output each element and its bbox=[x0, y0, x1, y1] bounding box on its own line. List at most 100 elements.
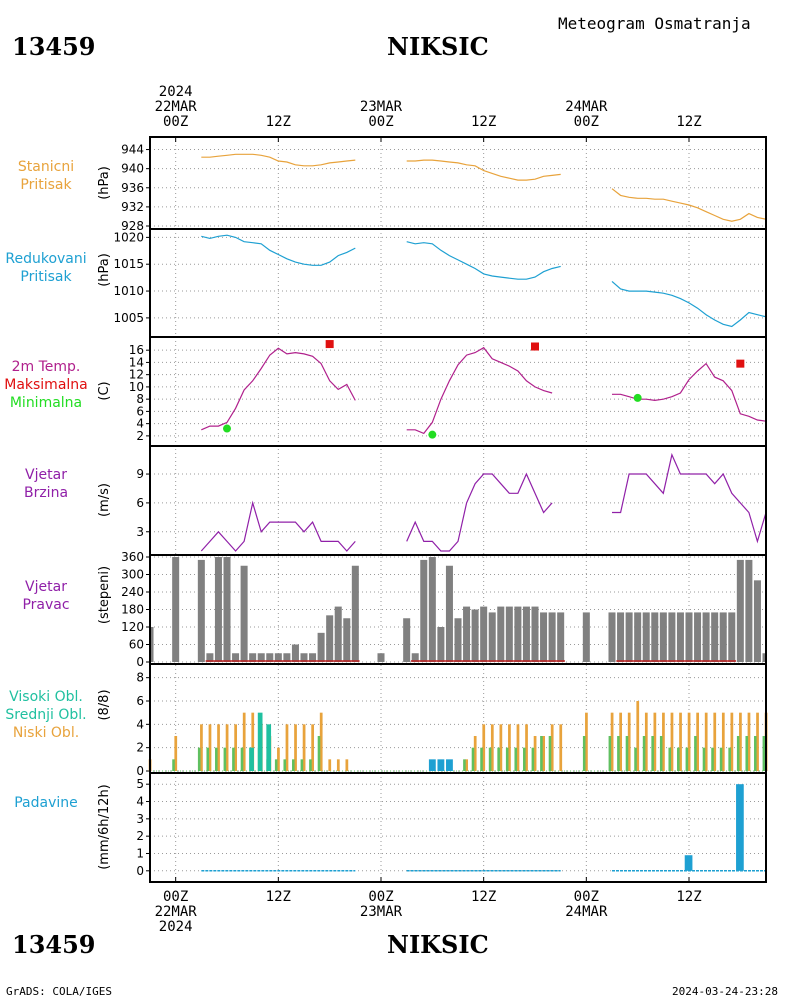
low-cloud-bar bbox=[225, 724, 229, 771]
mid-cloud-bar bbox=[659, 736, 663, 771]
low-cloud-bar bbox=[473, 736, 477, 771]
low-cloud-bar bbox=[713, 712, 717, 771]
bottom-time-label: 00Z 23MAR bbox=[341, 890, 421, 920]
mid-cloud-bar bbox=[736, 736, 740, 771]
low-cloud-bar bbox=[747, 712, 751, 771]
mid-cloud-bar bbox=[634, 747, 637, 771]
mid-cloud-bar bbox=[745, 736, 749, 771]
time-label-line: 12Z bbox=[676, 114, 702, 130]
wind-direction-bar bbox=[317, 632, 325, 662]
mid-cloud-bar bbox=[642, 736, 646, 771]
cloud-label-line: Niski Obl. bbox=[12, 725, 80, 741]
temp-tick-label: 14 bbox=[129, 355, 144, 369]
wind-direction-bar bbox=[343, 618, 351, 662]
mid-cloud-bar bbox=[719, 747, 723, 771]
wind-tick-label: 9 bbox=[136, 467, 144, 481]
low-cloud-bar bbox=[336, 759, 340, 771]
low-cloud-bar bbox=[542, 736, 546, 771]
mid-cloud-bar bbox=[300, 759, 304, 771]
mid-cloud-bar bbox=[206, 747, 210, 771]
mid-cloud-bar bbox=[762, 736, 766, 771]
low-cloud-bar bbox=[653, 712, 657, 771]
pressure-tick-label: 940 bbox=[121, 162, 144, 176]
low-cloud-bar bbox=[499, 724, 503, 771]
pressure-series-3 bbox=[611, 188, 766, 222]
temp-min-marker bbox=[633, 393, 642, 402]
temp-panel-frame bbox=[149, 336, 767, 447]
time-label-line: 24MAR bbox=[565, 904, 608, 920]
wind-direction-bar bbox=[625, 612, 633, 662]
low-cloud-bar bbox=[610, 712, 614, 771]
wind-direction-bar bbox=[522, 606, 530, 662]
mid-cloud-bar bbox=[694, 736, 697, 771]
low-cloud-bar bbox=[516, 724, 520, 771]
pressure-tick-label: 932 bbox=[121, 200, 144, 214]
temperature-series-3 bbox=[612, 362, 766, 422]
low-cloud-bar bbox=[559, 724, 563, 771]
mid-cloud-bar bbox=[480, 747, 483, 771]
dir-label-line: Vjetar bbox=[25, 579, 67, 595]
low-cloud-bar bbox=[636, 701, 640, 771]
precip-bar bbox=[684, 855, 693, 871]
dir-tick-label: 300 bbox=[121, 568, 144, 582]
wind-direction-bar bbox=[514, 606, 522, 662]
dir-tick-label: 60 bbox=[129, 638, 144, 652]
top-time-label: 12Z bbox=[444, 115, 524, 130]
wind-direction-bar bbox=[206, 653, 214, 662]
low-cloud-bar bbox=[644, 712, 648, 771]
low-cloud-bar bbox=[251, 712, 255, 771]
time-label-line: 23MAR bbox=[359, 99, 403, 115]
time-label-line: 00Z bbox=[368, 889, 394, 905]
mid-cloud-bar bbox=[223, 747, 227, 771]
time-label-line: 2024 bbox=[158, 919, 193, 935]
mid-cloud-bar bbox=[488, 747, 492, 771]
wind-direction-bar bbox=[676, 612, 684, 662]
wind-direction-bar bbox=[531, 606, 539, 662]
time-label-line: 12Z bbox=[471, 889, 497, 905]
mid-cloud-bar bbox=[514, 747, 518, 771]
wind-direction-bar bbox=[150, 627, 154, 662]
temp-max-marker bbox=[531, 342, 539, 351]
cloud-precip-marker bbox=[437, 759, 445, 771]
wind-direction-bar bbox=[232, 653, 240, 662]
cloud-label-line: Srednji Obl. bbox=[5, 707, 87, 723]
top-time-label: 2024 22MAR 00Z bbox=[136, 85, 216, 130]
high-cloud-bar bbox=[257, 712, 263, 771]
wind-speed-series-2 bbox=[406, 472, 553, 552]
wind-direction-bar bbox=[249, 653, 257, 662]
bottom-time-label: 12Z bbox=[649, 890, 729, 905]
temp-max-marker bbox=[325, 340, 334, 349]
low-cloud-bar bbox=[208, 724, 212, 771]
station-number-top: 13459 bbox=[12, 32, 96, 61]
pressure-label-line: Pritisak bbox=[20, 177, 72, 193]
wind-direction-bar bbox=[291, 644, 299, 662]
pressure-tick-label: 944 bbox=[121, 143, 144, 157]
low-cloud-bar bbox=[721, 712, 725, 771]
cloud-tick-label: 8 bbox=[136, 671, 144, 685]
wind-direction-bar bbox=[548, 612, 556, 662]
mid-cloud-bar bbox=[685, 747, 689, 771]
wind-speed-series-3 bbox=[612, 452, 766, 544]
mid-cloud-bar bbox=[505, 747, 509, 771]
wind-direction-bar bbox=[300, 653, 308, 662]
wind-direction-bar bbox=[334, 606, 342, 662]
wind-direction-bar bbox=[445, 565, 453, 662]
station-name-top: NIKSIC bbox=[387, 32, 489, 61]
mid-cloud-bar bbox=[711, 747, 714, 771]
wind-direction-bar bbox=[326, 615, 334, 662]
low-cloud-bar bbox=[465, 759, 469, 771]
low-cloud-bar bbox=[490, 724, 494, 771]
time-label-line: 12Z bbox=[471, 114, 497, 130]
mid-cloud-bar bbox=[677, 747, 680, 771]
dir-tick-label: 240 bbox=[121, 585, 144, 599]
low-cloud-bar bbox=[739, 712, 742, 771]
reduced-tick-label: 1010 bbox=[113, 284, 144, 298]
wind-direction-bar bbox=[659, 612, 667, 662]
mid-cloud-bar bbox=[463, 759, 466, 771]
top-time-label: 12Z bbox=[649, 115, 729, 130]
time-label-line: 22MAR bbox=[154, 99, 197, 115]
low-cloud-bar bbox=[525, 724, 528, 771]
time-label-line: 00Z bbox=[573, 889, 599, 905]
wind-direction-bar bbox=[428, 557, 436, 662]
